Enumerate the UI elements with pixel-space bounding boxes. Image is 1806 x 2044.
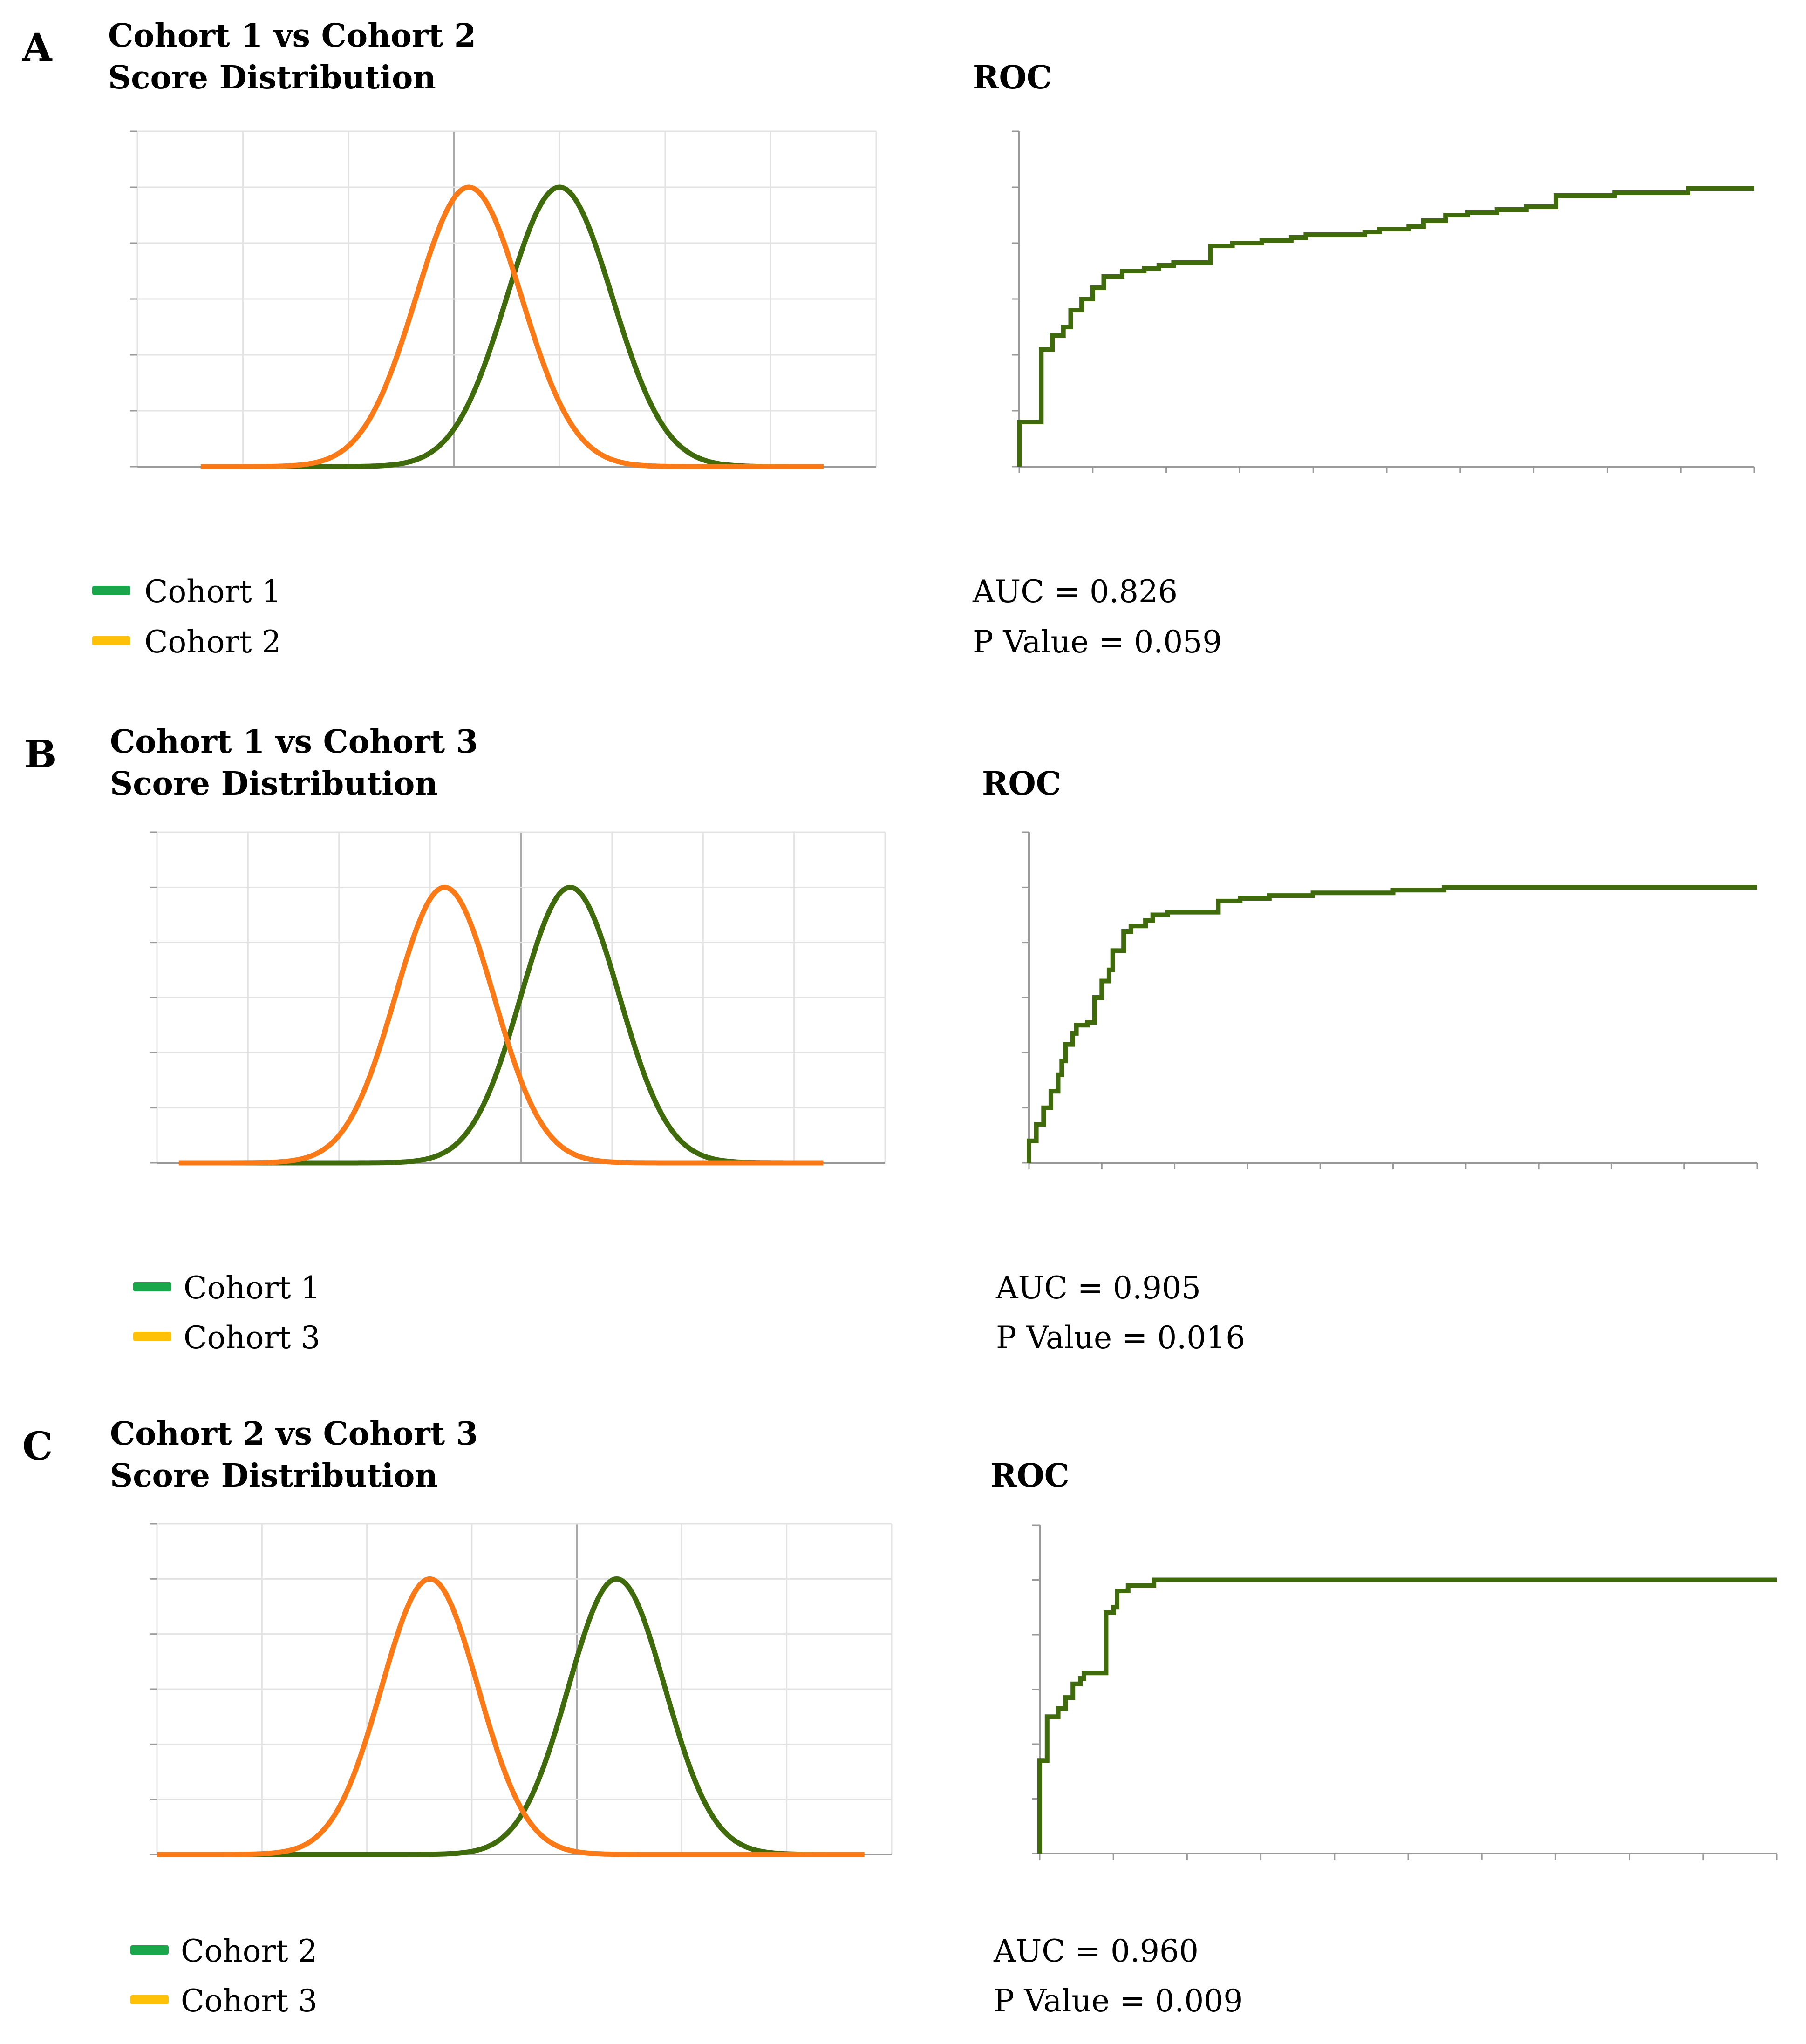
distribution-chart-c <box>150 1523 893 1857</box>
legend-swatch-b-2 <box>133 1332 171 1341</box>
panel-letter-c: C <box>22 1424 53 1469</box>
dist-title-c-line2: Score Distribution <box>110 1457 438 1494</box>
roc-curve <box>1017 186 1754 467</box>
dist-title-a-line1: Cohort 1 vs Cohort 2 <box>108 17 476 54</box>
roc-title-a: ROC <box>973 59 1052 96</box>
p-value-b: P Value = 0.016 <box>996 1320 1245 1356</box>
roc-chart-b <box>1022 831 1758 1169</box>
auc-c: AUC = 0.960 <box>993 1933 1199 1969</box>
series-curve-cohort-2 <box>200 184 824 469</box>
roc-title-b: ROC <box>982 765 1061 802</box>
roc-chart-c <box>1032 1524 1778 1860</box>
series-curve-cohort-3 <box>178 884 824 1166</box>
roc-title-c: ROC <box>990 1457 1070 1494</box>
roc-curve <box>1037 1577 1777 1854</box>
roc-curve <box>1027 885 1757 1163</box>
roc-chart-a <box>1012 130 1755 473</box>
legend-label-c-1: Cohort 2 <box>181 1933 318 1969</box>
dist-title-b-line2: Score Distribution <box>110 765 438 802</box>
dist-title-c-line1: Cohort 2 vs Cohort 3 <box>110 1415 478 1453</box>
auc-a: AUC = 0.826 <box>972 574 1178 610</box>
legend-a: Cohort 1 Cohort 2 <box>92 574 281 660</box>
legend-label-a-2: Cohort 2 <box>144 624 281 660</box>
distribution-chart-b <box>150 831 886 1166</box>
series-curve-cohort-2 <box>157 1576 865 1857</box>
panel-b: B Cohort 1 vs Cohort 3 Score Distributio… <box>24 723 1758 1356</box>
panel-letter-b: B <box>24 732 56 777</box>
legend-label-c-2: Cohort 3 <box>181 1983 318 2019</box>
legend-swatch-a-1 <box>92 586 130 595</box>
legend-swatch-c-2 <box>130 1995 169 2004</box>
legend-c: Cohort 2 Cohort 3 <box>130 1933 318 2019</box>
dist-title-a-line2: Score Distribution <box>108 59 436 96</box>
legend-swatch-a-2 <box>92 636 130 645</box>
legend-label-a-1: Cohort 1 <box>144 574 281 610</box>
series-curve-cohort-3 <box>157 1576 865 1857</box>
p-value-a: P Value = 0.059 <box>973 624 1222 660</box>
series-curve-cohort-1 <box>200 184 824 469</box>
panel-c: C Cohort 2 vs Cohort 3 Score Distributio… <box>22 1415 1778 2019</box>
p-value-c: P Value = 0.009 <box>994 1983 1243 2019</box>
dist-title-b-line1: Cohort 1 vs Cohort 3 <box>110 723 478 761</box>
legend-label-b-2: Cohort 3 <box>184 1320 320 1356</box>
auc-b: AUC = 0.905 <box>995 1270 1201 1306</box>
panel-letter-a: A <box>22 25 53 70</box>
legend-label-b-1: Cohort 1 <box>184 1270 320 1306</box>
panel-a: A Cohort 1 vs Cohort 2 Score Distributio… <box>22 17 1755 660</box>
distribution-chart-a <box>130 130 877 469</box>
legend-swatch-b-1 <box>133 1282 171 1291</box>
legend-b: Cohort 1 Cohort 3 <box>133 1270 320 1356</box>
legend-swatch-c-1 <box>130 1945 169 1955</box>
